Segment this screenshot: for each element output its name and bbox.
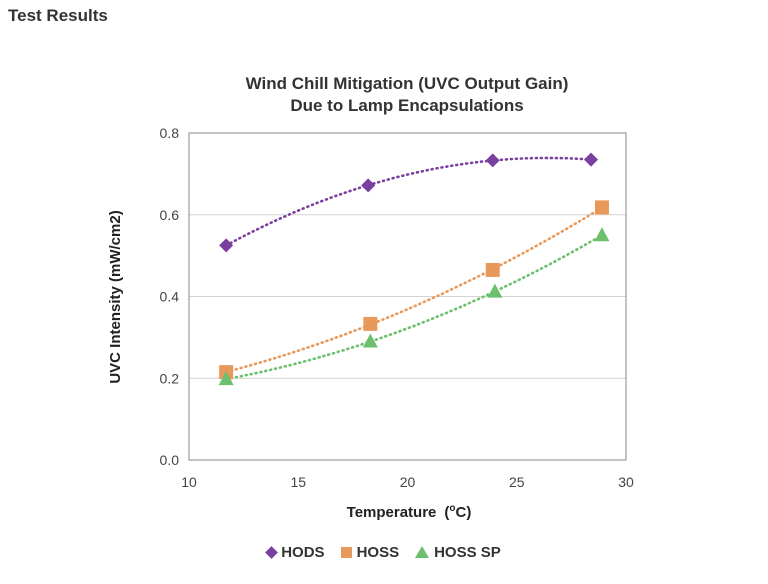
y-tick-label: 0.0 xyxy=(160,452,180,468)
y-tick-label: 0.8 xyxy=(160,125,180,141)
data-point-hods xyxy=(219,238,234,253)
y-tick-label: 0.4 xyxy=(160,289,180,305)
data-point-hoss-sp xyxy=(594,227,610,242)
x-axis-title-paren-close: ) xyxy=(466,504,471,521)
y-tick-label: 0.2 xyxy=(160,370,180,386)
legend-item-hods: HODS xyxy=(265,543,325,561)
trendlines xyxy=(224,156,604,381)
chart-title-line-2: Due to Lamp Encapsulations xyxy=(290,96,524,115)
x-tick-label: 20 xyxy=(400,474,416,490)
x-tick-label: 30 xyxy=(618,474,634,490)
chart-legend: HODS HOSS HOSS SP xyxy=(0,541,768,563)
chart-title: Wind Chill Mitigation (UVC Output Gain) … xyxy=(187,73,627,117)
data-point-hods xyxy=(485,153,500,168)
data-point-hoss xyxy=(485,262,500,277)
plot-area-frame xyxy=(188,132,627,461)
data-point-hoss-sp xyxy=(218,371,234,386)
data-point-hoss xyxy=(594,200,609,215)
diamond-marker-icon xyxy=(265,545,279,559)
data-point-hoss xyxy=(363,316,378,331)
data-point-hods xyxy=(584,152,599,167)
x-axis-title-unit: C xyxy=(456,504,467,521)
x-tick-label: 10 xyxy=(181,474,197,490)
trendline-hoss-sp xyxy=(224,233,604,381)
legend-label-hods: HODS xyxy=(281,543,325,561)
trendline-hoss xyxy=(224,206,604,374)
x-axis-title-paren-open: ( xyxy=(444,504,449,521)
legend-item-hoss: HOSS xyxy=(340,543,400,561)
y-tick-label: 0.6 xyxy=(160,207,180,223)
x-axis-title-superscript: o xyxy=(449,503,455,514)
tick-labels: 0.0 0.2 0.4 0.6 0.8 10 15 20 25 30 xyxy=(160,125,634,490)
x-axis-title-main: Temperature xyxy=(347,504,437,521)
trendline-hods xyxy=(224,156,593,247)
data-markers xyxy=(218,152,610,386)
chart-title-line-1: Wind Chill Mitigation (UVC Output Gain) xyxy=(245,74,569,93)
data-point-hoss-sp xyxy=(362,333,378,348)
triangle-marker-icon xyxy=(415,546,430,558)
y-axis-title: UVC Intensity (mW/cm2) xyxy=(107,210,124,383)
x-tick-label: 15 xyxy=(290,474,306,490)
x-axis-title: Temperature (oC) xyxy=(347,503,472,521)
legend-item-hoss-sp: HOSS SP xyxy=(415,544,501,561)
data-point-hoss-sp xyxy=(487,283,503,298)
legend-label-hoss: HOSS xyxy=(356,543,400,561)
legend-label-hoss-sp: HOSS SP xyxy=(434,543,501,561)
x-tick-label: 25 xyxy=(509,474,525,490)
square-marker-icon xyxy=(340,546,352,558)
gridlines xyxy=(189,132,626,379)
page-heading: Test Results xyxy=(8,6,108,25)
data-point-hods xyxy=(361,178,376,193)
